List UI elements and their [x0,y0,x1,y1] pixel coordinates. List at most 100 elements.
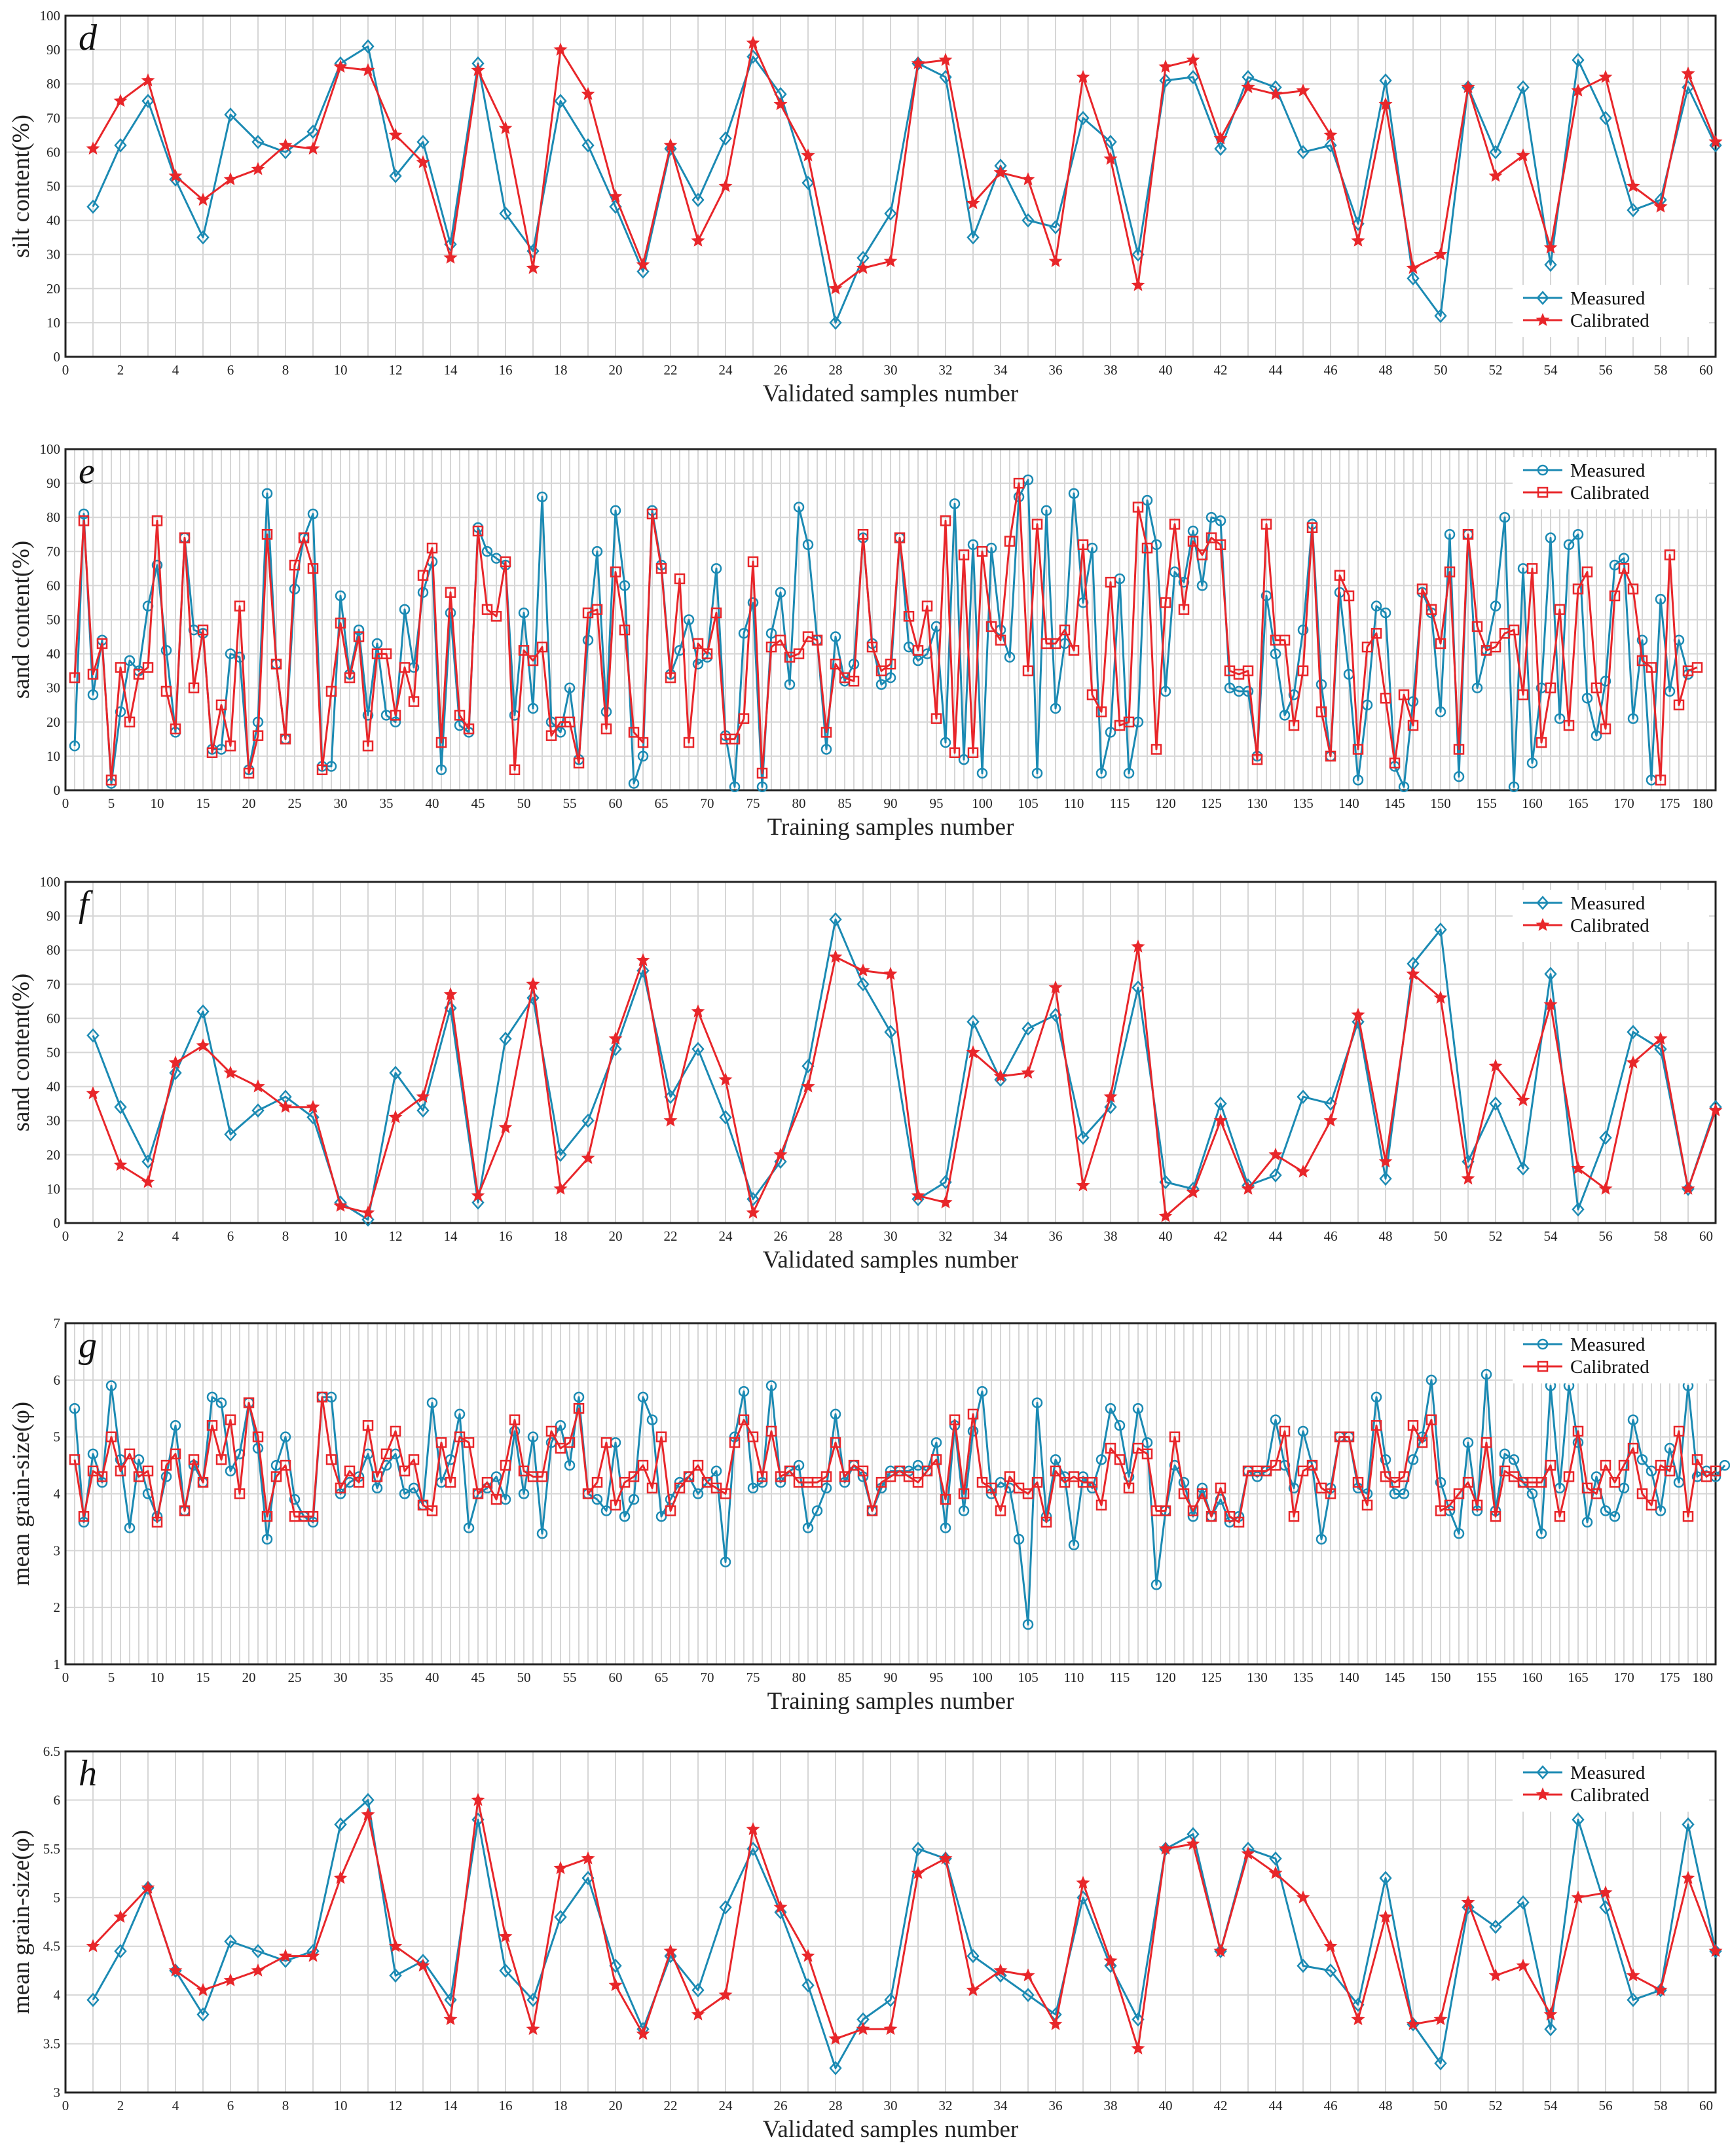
x-tick-label: 42 [1214,362,1228,378]
x-tick-label: 58 [1654,1228,1668,1244]
data-point [967,539,979,551]
x-tick-label: 44 [1269,1228,1283,1244]
data-point [1013,1533,1025,1545]
data-point [765,1380,777,1391]
data-point [729,1437,741,1448]
data-point [1563,539,1575,551]
data-point [399,1488,411,1499]
data-point [1050,1454,1061,1465]
data-point [124,1522,136,1533]
data-point [481,546,493,557]
data-point [86,1992,100,2007]
data-point [756,767,768,779]
data-point [976,1476,988,1488]
x-tick-label: 40 [1159,2098,1173,2113]
data-point [169,172,182,187]
x-tick-label: 135 [1293,1670,1314,1685]
data-point [1571,1890,1585,1904]
data-point [691,2007,705,2020]
data-point [224,1127,237,1142]
data-point [1618,1482,1630,1494]
data-point [719,1900,732,1915]
data-point [828,949,843,963]
data-point [1673,699,1685,710]
grid-lines [65,15,1716,357]
x-tick-label: 0 [62,362,69,378]
data-point [619,624,631,636]
x-tick-label: 110 [1064,1670,1084,1685]
x-tick-label: 170 [1613,1670,1634,1685]
data-point [655,1510,667,1522]
x-tick-label: 24 [719,2098,733,2113]
data-point [911,56,925,69]
data-point [1187,69,1200,84]
data-point [1297,145,1310,160]
x-tick-label: 26 [774,1228,788,1244]
data-point [1114,1454,1126,1465]
data-point [388,1110,403,1124]
data-point [1131,2041,1145,2055]
x-tick-label: 50 [517,795,531,811]
x-tick-label: 22 [664,1228,678,1244]
x-tick-label: 16 [499,362,513,378]
data-point [938,52,953,66]
data-point [903,1471,915,1482]
data-point [1186,52,1200,66]
y-tick-label: 40 [46,646,60,662]
x-tick-label: 160 [1522,795,1543,811]
x-tick-label: 75 [746,795,760,811]
data-point [1123,716,1135,728]
data-point [1499,1465,1511,1477]
data-point [333,60,348,73]
x-axis-title: Training samples number [767,1688,1014,1715]
data-point [1196,1482,1208,1494]
x-tick-label: 30 [884,362,898,378]
data-point [280,1459,291,1471]
data-point [591,1476,603,1488]
tick-labels: 0 2 4 6 8 10 12 14 16 18 20 22 24 26 28 30 32 34 36 38 40 42 4… [43,1744,1713,2113]
data-point [1324,1964,1337,1978]
data-point [224,107,237,122]
data-point [966,1014,980,1029]
data-point [215,699,227,710]
data-point [390,1425,401,1437]
data-point [389,168,402,183]
data-point [581,1851,595,1865]
x-tick-label: 60 [1699,2098,1713,2113]
data-point [133,1471,145,1482]
data-point [1618,563,1630,574]
series-line [92,1799,1717,2070]
data-point [472,525,484,537]
data-point [1636,1454,1648,1465]
x-tick-label: 135 [1293,795,1314,811]
data-point [1324,138,1337,153]
series-measured [86,39,1722,330]
data-point [389,1968,402,1983]
x-tick-label: 8 [282,1228,289,1244]
data-point [1407,1454,1419,1465]
data-point [307,1510,319,1522]
data-point [536,641,548,653]
data-point [443,987,458,1000]
legend-label: Measured [1570,1763,1646,1783]
data-point [1488,1059,1503,1072]
data-point [306,1948,320,1962]
data-point [1169,1431,1181,1442]
data-point [196,2007,210,2022]
y-tick-label: 30 [46,680,60,696]
x-tick-label: 26 [774,2098,788,2113]
data-point [591,604,603,615]
data-point [793,1459,805,1471]
x-tick-label: 45 [471,795,485,811]
data-point [1407,1420,1419,1431]
data-point [884,1025,897,1040]
data-point [692,658,704,670]
data-point [820,1482,832,1494]
data-point [1288,1510,1300,1522]
x-tick-label: 15 [196,1670,210,1685]
data-point [573,1391,585,1403]
data-point [168,1963,183,1977]
